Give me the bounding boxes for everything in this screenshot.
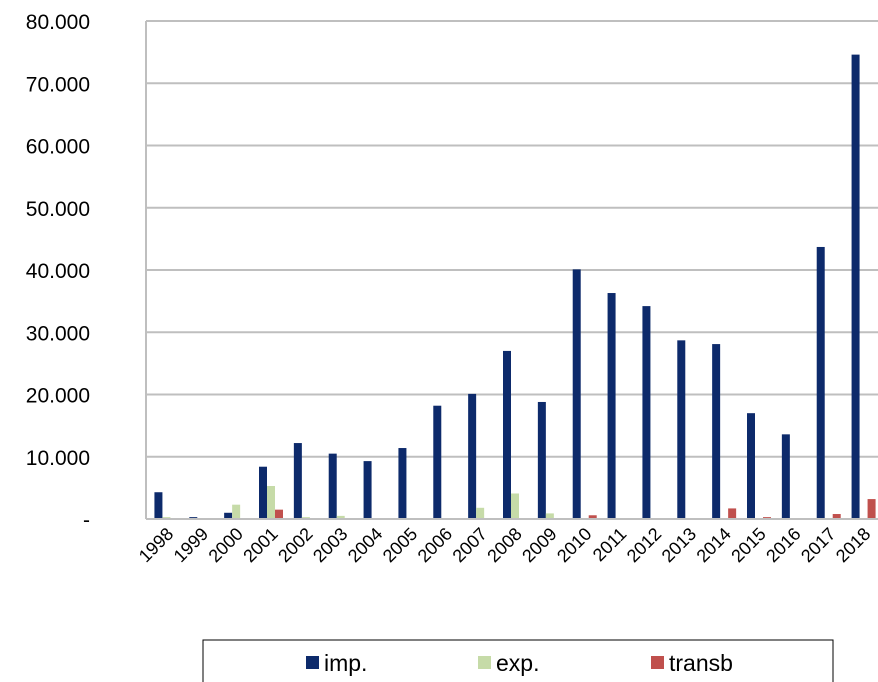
y-tick-label: 70.000	[26, 73, 90, 96]
bar-imp-2002	[293, 443, 302, 519]
x-tick-label: 2013	[658, 524, 700, 566]
legend-swatch	[651, 656, 664, 669]
bar-transb-2017	[832, 514, 841, 519]
bar-imp-2003	[328, 453, 337, 519]
bar-transb-2010	[588, 515, 597, 519]
x-tick-label: 2016	[762, 524, 804, 566]
x-axis: 1998199920002001200220032004200520062007…	[135, 518, 878, 566]
x-tick-label: 2007	[449, 524, 491, 566]
x-tick-label: 2017	[797, 524, 839, 566]
x-tick-label: 2001	[239, 524, 281, 566]
y-tick-label: 60.000	[26, 136, 90, 159]
bar-imp-2014	[712, 344, 721, 519]
y-tick-label: 80.000	[26, 11, 90, 34]
bar-exp-2007	[476, 507, 485, 519]
x-tick-label: 2014	[693, 524, 735, 566]
bar-imp-2016	[781, 434, 790, 519]
legend-label: imp.	[324, 650, 367, 676]
legend-label: transb	[669, 650, 733, 676]
bar-imp-2011	[607, 293, 616, 519]
bar-imp-2018	[851, 54, 860, 520]
bar-imp-2008	[503, 350, 511, 519]
bar-imp-2005	[398, 448, 407, 519]
x-tick-label: 1999	[170, 524, 212, 566]
x-tick-label: 2004	[344, 524, 386, 566]
bar-exp-2009	[545, 513, 554, 519]
legend-swatch	[478, 656, 491, 669]
x-tick-label: 2003	[309, 524, 351, 566]
bar-exp-2001	[267, 486, 275, 519]
bar-imp-2001	[259, 466, 267, 519]
y-axis: - 10.000 20.000 30.000 40.000 50.000 60.000 70.…	[26, 11, 147, 532]
bar-imp-2015	[747, 413, 755, 519]
bar-transb-2018	[867, 499, 876, 519]
x-tick-label: 1998	[135, 524, 177, 566]
bar-imp-2004	[363, 461, 372, 519]
bar-imp-2010	[572, 269, 581, 519]
x-tick-label: 2009	[518, 524, 560, 566]
bar-imp-2012	[642, 306, 651, 519]
bar-transb-2001	[275, 509, 283, 519]
x-tick-label: 2015	[727, 524, 769, 566]
x-tick-label: 2005	[379, 524, 421, 566]
bar-imp-2006	[433, 405, 442, 519]
gridlines	[146, 20, 878, 458]
bars	[154, 54, 876, 520]
bar-transb-2014	[728, 508, 737, 519]
bar-imp-2013	[677, 340, 686, 519]
bar-exp-2000	[232, 504, 241, 519]
bar-imp-2017	[816, 246, 825, 519]
y-tick-label: 20.000	[26, 385, 90, 408]
legend-swatch	[306, 656, 319, 669]
bar-imp-2000	[224, 512, 233, 519]
y-tick-label: 40.000	[26, 260, 90, 283]
legend: imp. exp. transb	[202, 639, 834, 682]
x-tick-label: 2008	[483, 524, 525, 566]
bar-imp-2009	[537, 401, 546, 519]
bar-exp-2008	[511, 493, 519, 519]
x-tick-label: 2018	[832, 524, 874, 566]
bar-imp-2007	[468, 393, 477, 519]
y-tick-label: -	[83, 509, 90, 532]
x-tick-label: 2006	[414, 524, 456, 566]
bar-imp-1998	[154, 492, 163, 519]
legend-label: exp.	[496, 650, 539, 676]
x-tick-label: 2012	[623, 524, 665, 566]
bar-exp-2003	[336, 515, 345, 519]
x-tick-label: 2000	[205, 524, 247, 566]
y-tick-label: 30.000	[26, 322, 90, 345]
x-tick-label: 2010	[553, 524, 595, 566]
y-tick-label: 50.000	[26, 198, 90, 221]
y-tick-label: 10.000	[26, 447, 90, 470]
x-tick-label: 2011	[589, 524, 631, 566]
x-tick-label: 2002	[274, 524, 316, 566]
